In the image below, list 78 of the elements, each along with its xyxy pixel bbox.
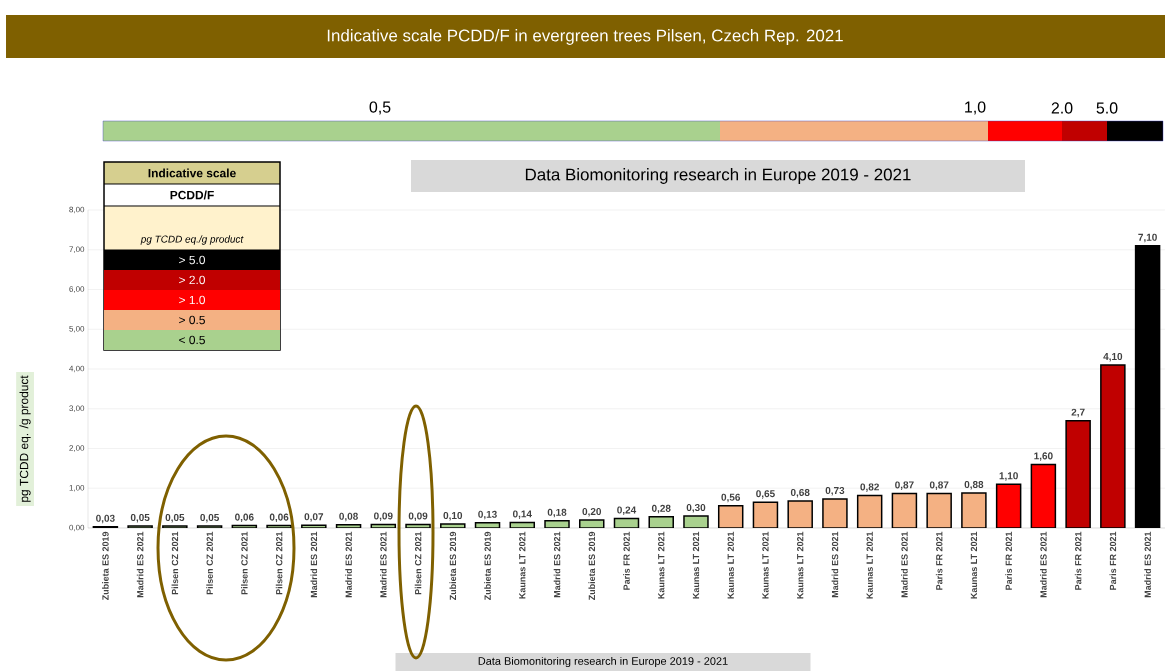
x-tick-label: Zubieta ES 2019	[102, 531, 109, 601]
data-label: 0,87	[929, 481, 949, 490]
data-label: 1,60	[1034, 452, 1053, 461]
data-label: 0,05	[200, 513, 220, 523]
x-tick-label: Kaunas LT 2021	[866, 531, 873, 599]
x-tick-label: Kaunas LT 2021	[692, 531, 700, 599]
x-tick-label: Madrid ES 2021	[310, 531, 318, 598]
data-label: 0,56	[721, 493, 741, 503]
data-label: 0,88	[964, 480, 984, 490]
x-tick-label: Paris FR 2021	[1109, 531, 1117, 590]
data-label: 0,03	[96, 514, 115, 524]
data-label: 0,68	[790, 488, 810, 498]
data-label: 0,07	[304, 513, 324, 522]
x-tick-label: Zubieta ES 2019	[484, 531, 491, 601]
x-tick-label: Zubieta ES 2019	[449, 531, 457, 601]
data-label: 0,73	[825, 486, 845, 496]
x-tick-label: Kaunas LT 2021	[658, 531, 665, 599]
chart-title: Indicative scale PCDD/F in evergreen trees Pilsen, Czech Rep. 2021	[327, 29, 843, 45]
x-tick-label: Zubieta ES 2019	[588, 531, 596, 601]
x-tick-label: Madrid ES 2021	[901, 531, 908, 598]
data-label: 0,14	[512, 510, 532, 519]
x-tick-label: Madrid ES 2021	[380, 531, 387, 598]
data-label: 1,10	[999, 472, 1018, 481]
data-label: 0,28	[651, 504, 671, 514]
text: 0,5	[369, 101, 391, 115]
x-tick-label: Pilsen CZ 2021	[171, 531, 179, 595]
text: > 2.0	[179, 275, 205, 285]
text: 2.0	[1051, 102, 1073, 114]
x-tick-label: Paris FR 2021	[1005, 531, 1012, 590]
data-label: 0,24	[617, 506, 637, 515]
legend-title: Indicative scale	[148, 168, 236, 178]
x-tick-label: Madrid ES 2021	[345, 531, 352, 598]
x-tick-label: Kaunas LT 2021	[762, 531, 769, 599]
x-tick-label: Kaunas LT 2021	[727, 531, 734, 599]
x-tick-label: Kaunas LT 2021	[970, 531, 978, 599]
data-label: 0,10	[443, 512, 463, 521]
data-label: 0,09	[408, 512, 428, 521]
x-tick-label: Madrid ES 2021	[1144, 531, 1151, 598]
data-label: 0,18	[547, 508, 567, 518]
x-tick-label: Paris FR 2021	[1074, 531, 1082, 590]
x-tick-label: Kaunas LT 2021	[797, 531, 804, 599]
data-label: 0,65	[756, 490, 775, 499]
x-tick-label: Pilsen CZ 2021	[241, 531, 248, 595]
x-tick-label: Madrid ES 2021	[831, 531, 839, 598]
x-tick-label: Paris FR 2021	[935, 531, 943, 590]
data-label: 0,30	[686, 504, 706, 513]
x-tick-label: Paris FR 2021	[623, 531, 630, 590]
text: > 0.5	[179, 315, 205, 325]
x-tick-label: Madrid ES 2021	[553, 531, 561, 598]
data-label: 0,09	[374, 512, 393, 521]
x-tick-label: Kaunas LT 2021	[519, 531, 526, 599]
data-label: 0,06	[235, 513, 254, 523]
annotation: pg TCDD eq./g product	[140, 235, 244, 245]
text: 1,0	[965, 101, 986, 115]
data-label: 0,05	[165, 513, 185, 523]
data-label: 0,08	[339, 512, 358, 522]
text: Data Biomonitoring research in Europe 2019 - 2021	[525, 168, 911, 184]
data-label: 0,87	[895, 481, 914, 490]
data-label: 0,82	[860, 483, 879, 492]
x-tick-label: Pilsen CZ 2021	[414, 531, 422, 595]
x-tick-label: Madrid ES 2021	[136, 531, 144, 598]
y-axis-title: pg TCDD eq. /g product	[19, 375, 31, 502]
data-label: 0,13	[478, 510, 497, 520]
data-label: 7,10	[1138, 233, 1157, 243]
x-tick-label: Madrid ES 2021	[1040, 531, 1047, 598]
data-label: 0,06	[269, 513, 289, 523]
data-label: 0,05	[130, 513, 150, 523]
data-label: 0,20	[582, 508, 602, 517]
x-tick-label: Pilsen CZ 2021	[206, 531, 213, 595]
data-label: 4,10	[1103, 353, 1123, 362]
text: > 1.0	[179, 295, 205, 305]
x-tick-label: Pilsen CZ 2021	[275, 531, 283, 595]
data-label: 2,7	[1071, 408, 1085, 418]
text: 5.0	[1096, 102, 1118, 114]
text: > 5.0	[179, 255, 205, 265]
text: Data Biomonitoring research in Europe 2019 - 2021	[478, 656, 728, 668]
text: PCDD/F	[170, 190, 214, 200]
text: < 0.5	[179, 335, 205, 345]
